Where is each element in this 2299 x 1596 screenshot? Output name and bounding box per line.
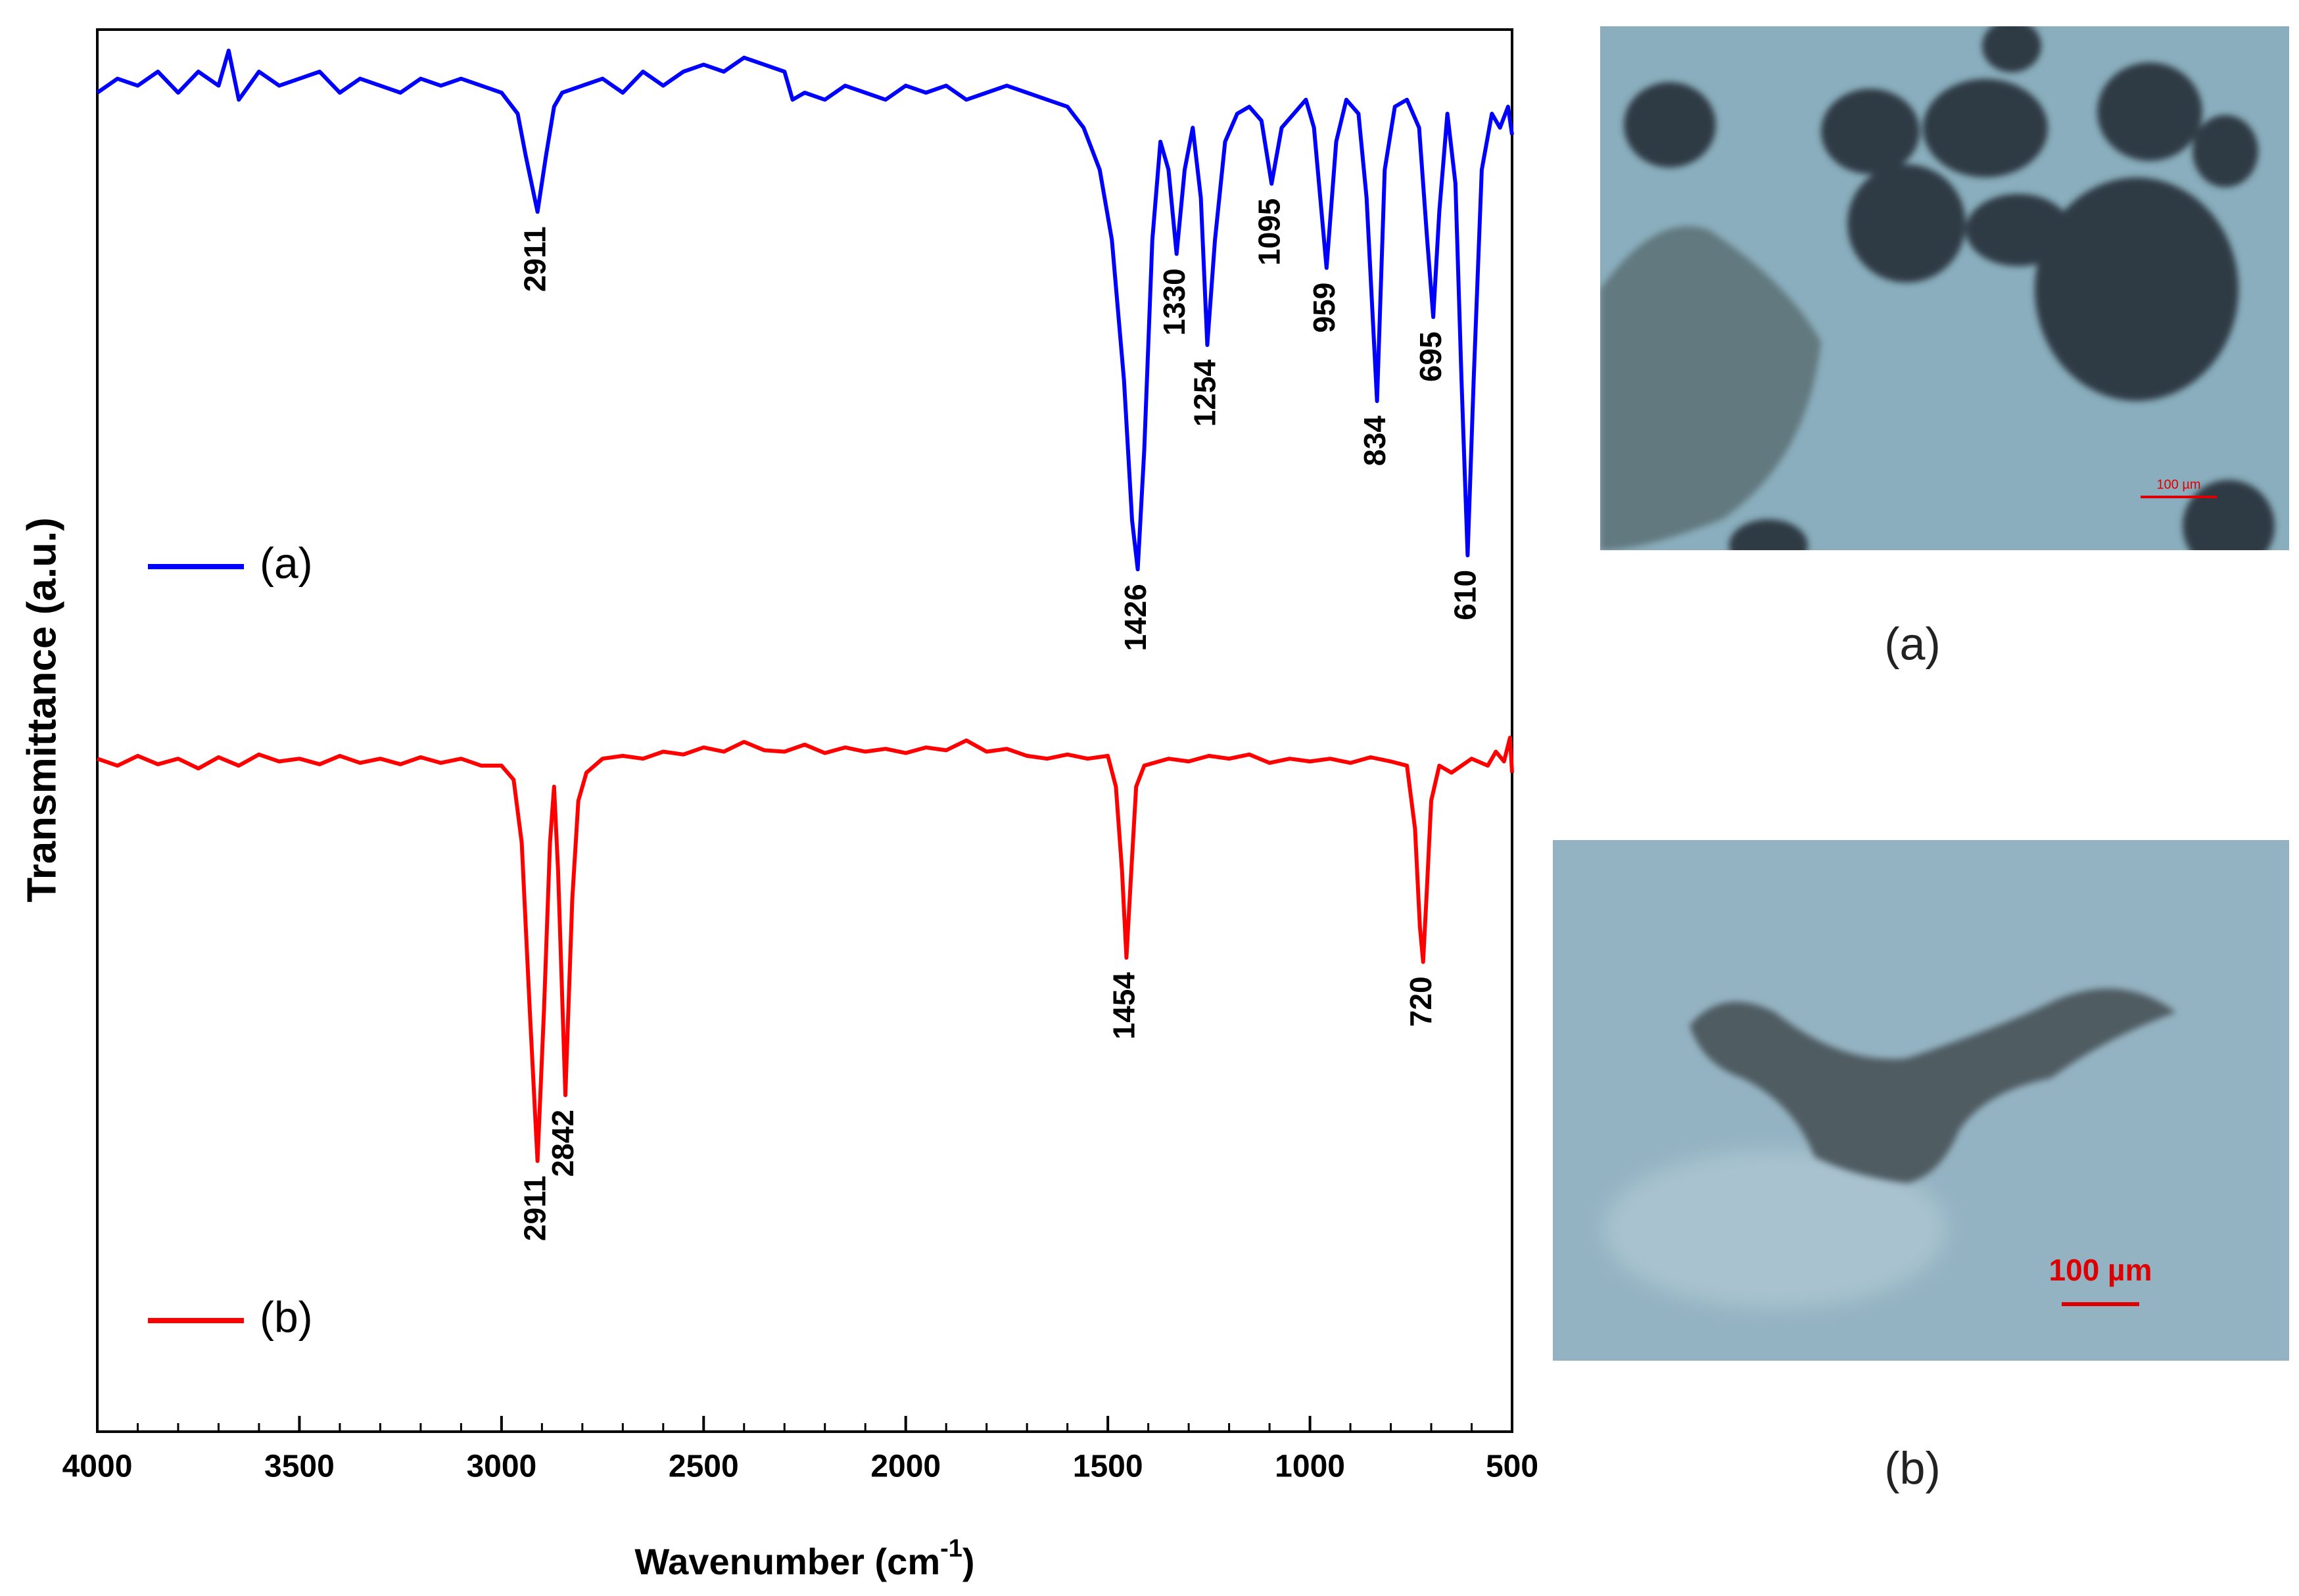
legend-label: (a) xyxy=(260,538,313,587)
peak-label: 834 xyxy=(1358,415,1392,466)
legend-label: (b) xyxy=(260,1292,313,1341)
x-axis-label-end: ) xyxy=(962,1541,975,1582)
scale-bar-label: 100 µm xyxy=(2049,1253,2152,1287)
x-tick-label: 4000 xyxy=(62,1449,133,1484)
peak-label: 2842 xyxy=(546,1110,580,1177)
scale-bar-label: 100 µm xyxy=(2156,477,2200,492)
plot-frame xyxy=(96,28,1513,1433)
x-axis-label-sup: -1 xyxy=(940,1535,962,1562)
image-caption: (a) xyxy=(1884,618,1941,669)
x-axis-label: Wavenumber (cm-1) xyxy=(634,1535,974,1582)
x-tick-label: 3500 xyxy=(264,1449,335,1484)
image-caption: (b) xyxy=(1884,1442,1941,1493)
peak-label: 1095 xyxy=(1252,199,1286,266)
micrograph-b xyxy=(1553,840,2289,1361)
peak-label: 2911 xyxy=(518,226,552,292)
micrograph-a xyxy=(1600,26,2289,550)
series-line xyxy=(96,49,1514,572)
peak-label: 1254 xyxy=(1188,360,1222,427)
peak-label: 1426 xyxy=(1118,584,1152,651)
x-tick-label: 2500 xyxy=(669,1449,739,1484)
y-axis-label: Transmittance (a.u.) xyxy=(19,517,64,903)
x-tick-label: 500 xyxy=(1486,1449,1538,1484)
peak-label: 610 xyxy=(1448,570,1482,621)
peak-label: 720 xyxy=(1404,976,1438,1027)
x-tick-label: 2000 xyxy=(870,1449,941,1484)
peak-label: 959 xyxy=(1307,283,1341,333)
peak-label: 1454 xyxy=(1107,972,1141,1040)
peak-label: 2911 xyxy=(518,1175,552,1241)
x-axis-label-text: Wavenumber (cm xyxy=(634,1541,940,1582)
x-tick-label: 3000 xyxy=(466,1449,536,1484)
peak-label: 1330 xyxy=(1157,268,1191,335)
x-tick-label: 1000 xyxy=(1275,1449,1345,1484)
x-tick-label: 1500 xyxy=(1073,1449,1143,1484)
series-line xyxy=(97,736,1514,1163)
peak-label: 695 xyxy=(1413,331,1448,382)
